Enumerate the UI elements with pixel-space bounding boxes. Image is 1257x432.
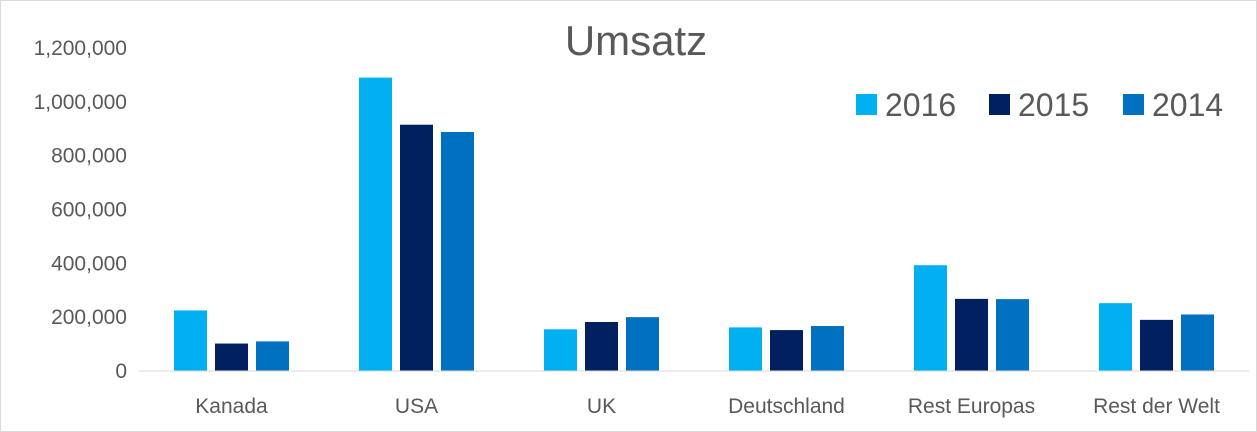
legend-swatch-2014 [1123,94,1144,115]
x-tick-label: USA [395,395,438,418]
bar-2015-usa [400,124,433,372]
x-tick-label: Deutschland [728,395,845,418]
legend-label-2016: 2016 [885,87,956,123]
bar-2016-deutschland [729,327,762,371]
bar-2015-uk [585,322,618,371]
bars-group [174,77,1214,372]
bar-2015-deutschland [770,330,803,371]
bar-2014-deutschland [811,326,844,371]
y-tick-label: 1,000,000 [34,91,127,114]
x-tick-label: Rest der Welt [1093,395,1220,418]
legend-swatch-2015 [989,94,1010,115]
bar-2014-uk [626,317,659,371]
legend: 2016 2015 2014 [856,87,1223,123]
bar-2014-kanada [256,341,289,371]
bar-2016-usa [359,77,392,371]
legend-label-2015: 2015 [1018,87,1089,123]
bar-2014-usa [441,131,474,371]
y-tick-label: 800,000 [51,145,127,168]
bar-2014-rest-europas [996,299,1029,371]
y-axis: 0 200,000 400,000 600,000 800,000 1,000,000 1,… [34,37,127,383]
y-tick-label: 400,000 [51,252,127,275]
y-tick-label: 1,200,000 [34,37,127,60]
x-tick-label: Rest Europas [908,395,1035,418]
bar-2016-kanada [174,310,207,371]
bar-2015-kanada [215,343,248,371]
bar-2016-rest-europas [914,265,947,371]
bar-2015-rest-europas [955,298,988,371]
bar-2014-rest-der-welt [1181,314,1214,371]
y-tick-label: 600,000 [51,199,127,222]
x-tick-label: Kanada [195,395,268,418]
legend-swatch-2016 [856,94,877,115]
y-tick-label: 0 [115,360,127,383]
bar-2016-uk [544,329,577,371]
bar-2015-rest-der-welt [1140,319,1173,371]
legend-label-2014: 2014 [1152,87,1223,123]
y-tick-label: 200,000 [51,306,127,329]
x-tick-label: UK [587,395,616,418]
chart-title: Umsatz [565,17,707,64]
bar-2016-rest-der-welt [1099,303,1132,371]
x-axis: Kanada USA UK Deutschland Rest Europas Rest d… [139,370,1249,418]
